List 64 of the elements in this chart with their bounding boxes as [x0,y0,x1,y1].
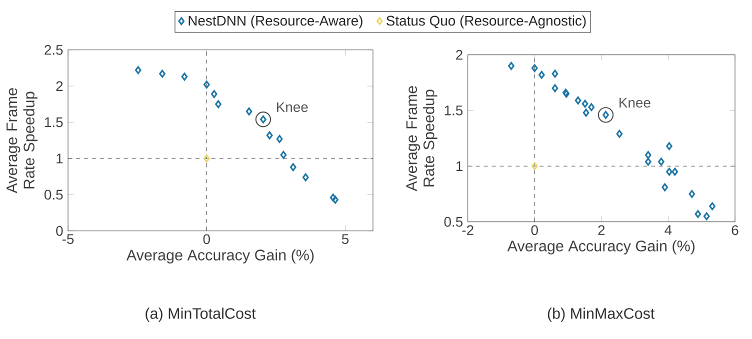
x-tick-label: 2 [598,225,605,235]
x-tick-label: -5 [62,234,74,244]
x-axis-title: Average Accuracy Gain (%) [507,240,695,254]
point [709,202,716,210]
point [588,103,595,112]
point [266,131,273,140]
x-tick-label: 0 [203,234,210,244]
y-tick-label: 2 [456,50,462,60]
point [582,100,588,108]
text: (a) MinTotalCost [146,308,256,322]
point [552,84,558,92]
point [531,162,538,170]
point [688,190,696,198]
point [694,210,702,218]
point [538,70,545,79]
y-axis-title: Average Frame Rate Speedup [406,86,438,192]
y-axis-title: Average Frame Rate Speedup [6,88,38,194]
point [181,72,188,81]
point [703,212,710,220]
legend-label: Status Quo (Resource-Agnostic) [386,15,586,28]
y-tick-label: 1 [456,161,462,171]
x-tick-label: -2 [462,225,474,235]
text: (b) MinMaxCost [548,308,655,322]
point [276,134,283,143]
y-tick-label: 0.5 [44,190,63,200]
point [290,163,296,172]
point [210,90,218,98]
x-tick-label: 5 [342,234,349,244]
point [215,100,222,108]
y-tick-label: 0.5 [444,216,463,227]
point [644,158,652,166]
annotation: Knee [277,102,308,112]
point [574,96,582,104]
point [332,196,338,204]
point [508,62,514,70]
point [330,194,336,202]
point [644,151,652,160]
x-tick-label: 6 [732,225,738,236]
point [203,80,210,89]
x-tick-label: 4 [664,225,672,235]
point [666,168,672,176]
point [662,183,668,192]
point [672,168,678,176]
annotation: Knee [620,98,650,108]
point [531,64,538,72]
point [302,173,309,182]
point [159,70,166,78]
point [552,70,558,78]
point [280,150,287,159]
x-tick-label: 0 [531,225,538,236]
y-tick-label: 1 [56,154,63,164]
point [246,107,252,116]
point [134,66,142,74]
y-tick-label: 1.5 [444,106,463,116]
legend-label: NestDNN (Resource-Aware) [188,15,362,28]
point [616,130,623,138]
point [203,154,210,162]
point [658,158,664,166]
y-tick-label: 1.5 [45,117,63,128]
x-axis-title: Average Accuracy Gain (%) [126,249,314,264]
y-tick-label: 2 [56,81,63,91]
point [666,142,672,150]
point [582,108,590,117]
y-tick-label: 2.5 [44,44,63,55]
